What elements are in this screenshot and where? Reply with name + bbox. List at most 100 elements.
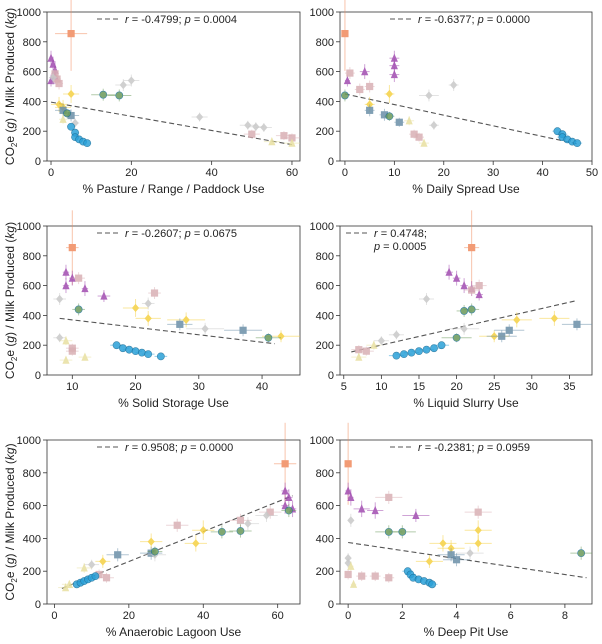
marker-diamond	[196, 112, 204, 122]
annotation-part: = -0.4799;	[129, 14, 185, 26]
data-point	[141, 350, 155, 359]
data-point	[91, 572, 100, 581]
marker-square	[68, 244, 76, 252]
data-point	[49, 70, 58, 86]
x-tick-label: 10	[388, 167, 400, 179]
marker-circle	[119, 344, 127, 353]
x-tick-label: 2	[399, 610, 405, 622]
x-tick-label: 5	[341, 381, 347, 393]
plot-frame	[46, 11, 301, 162]
marker-circle	[150, 547, 159, 556]
marker-square	[498, 332, 506, 340]
plot-frame	[46, 439, 301, 605]
marker-circle	[415, 347, 423, 356]
marker-diamond	[119, 80, 127, 90]
marker-square	[380, 111, 389, 119]
data-point	[429, 535, 457, 552]
y-tick-label: 200	[316, 126, 334, 138]
x-tick-label: 0	[345, 610, 351, 622]
x-tick-label: 20	[450, 381, 462, 393]
data-point	[148, 287, 161, 300]
y-tick-label: 1000	[310, 7, 334, 19]
marker-triangle	[452, 273, 461, 282]
y-axis-label: CO2e (g) / Milk Produced (kg)	[3, 222, 19, 379]
y-tick-label: 0	[328, 370, 334, 382]
panel-1: 0 200 400 600 800 1000 0 20 40 60 % Pasture / Rang…	[3, 0, 301, 196]
y-tick-label: 0	[35, 599, 41, 611]
marker-diamond	[192, 539, 200, 548]
annotation-part: = 0.0000	[187, 442, 233, 454]
x-tick-label: 10	[66, 381, 78, 393]
marker-square	[355, 346, 363, 354]
y-tick-label: 400	[23, 310, 41, 322]
annotation-text: p = 0.0005	[373, 241, 426, 253]
data-point	[263, 137, 280, 146]
marker-square	[358, 572, 366, 580]
marker-diamond	[147, 537, 155, 546]
y-axis-label: CO2e (g) / Milk Produced (kg)	[3, 443, 19, 600]
y-tick-label: 800	[23, 251, 41, 263]
y-axis-label-part: )	[3, 8, 17, 12]
marker-diamond	[466, 549, 474, 558]
marker-square	[288, 134, 296, 142]
data-point	[434, 341, 450, 350]
data-point	[106, 548, 129, 562]
data-point	[191, 112, 208, 122]
x-tick-label: 40	[536, 167, 548, 179]
data-point	[419, 138, 429, 147]
x-tick-label: 0	[51, 610, 57, 622]
y-tick-label: 0	[328, 156, 334, 168]
x-axis-label: % Daily Spread Use	[412, 182, 520, 196]
data-point	[62, 278, 70, 294]
data-point	[192, 520, 215, 541]
y-tick-label: 600	[316, 501, 334, 513]
data-point	[347, 489, 355, 506]
marker-square	[150, 289, 159, 297]
data-point	[55, 0, 88, 71]
marker-triangle	[81, 283, 89, 293]
y-tick-label: 600	[316, 67, 334, 79]
y-tick-label: 400	[23, 533, 41, 545]
data-point	[383, 572, 395, 583]
marker-diamond	[67, 89, 75, 99]
data-point	[486, 330, 517, 343]
marker-diamond	[260, 123, 268, 132]
marker-circle	[460, 307, 469, 315]
marker-square	[95, 570, 103, 579]
marker-diamond	[513, 315, 521, 324]
data-point	[99, 572, 114, 583]
data-point	[210, 525, 234, 539]
data-point	[419, 89, 439, 102]
annotation-part: r	[125, 14, 130, 26]
trend-line	[344, 93, 578, 145]
marker-circle	[392, 351, 401, 360]
data-point	[59, 355, 73, 364]
x-tick-label: 60	[286, 167, 298, 179]
marker-triangle	[59, 114, 67, 123]
panel-5: 0 200 400 600 800 1000 0 20 40 60 % Anaerobic Lago…	[3, 422, 301, 639]
marker-triangle	[460, 281, 468, 290]
marker-diamond	[56, 333, 64, 342]
marker-circle	[284, 506, 293, 515]
data-point	[464, 535, 492, 552]
plot-frame	[339, 11, 593, 162]
data-point	[572, 139, 583, 148]
data-point	[107, 89, 132, 102]
data-point	[53, 333, 66, 343]
marker-square	[468, 244, 476, 252]
marker-square	[75, 274, 83, 282]
marker-triangle	[420, 138, 428, 147]
marker-triangle	[344, 486, 352, 495]
marker-triangle	[390, 61, 398, 70]
marker-square	[475, 282, 483, 290]
y-tick-label: 1000	[17, 7, 41, 19]
marker-diamond	[144, 299, 152, 308]
x-tick-label: 25	[488, 381, 500, 393]
marker-square	[346, 69, 354, 77]
data-point	[428, 120, 439, 130]
marker-diamond	[385, 89, 394, 99]
marker-square	[266, 508, 274, 516]
annotation-part: = 0.4748;	[378, 228, 427, 240]
marker-square	[362, 347, 370, 355]
x-tick-label: 20	[438, 167, 450, 179]
